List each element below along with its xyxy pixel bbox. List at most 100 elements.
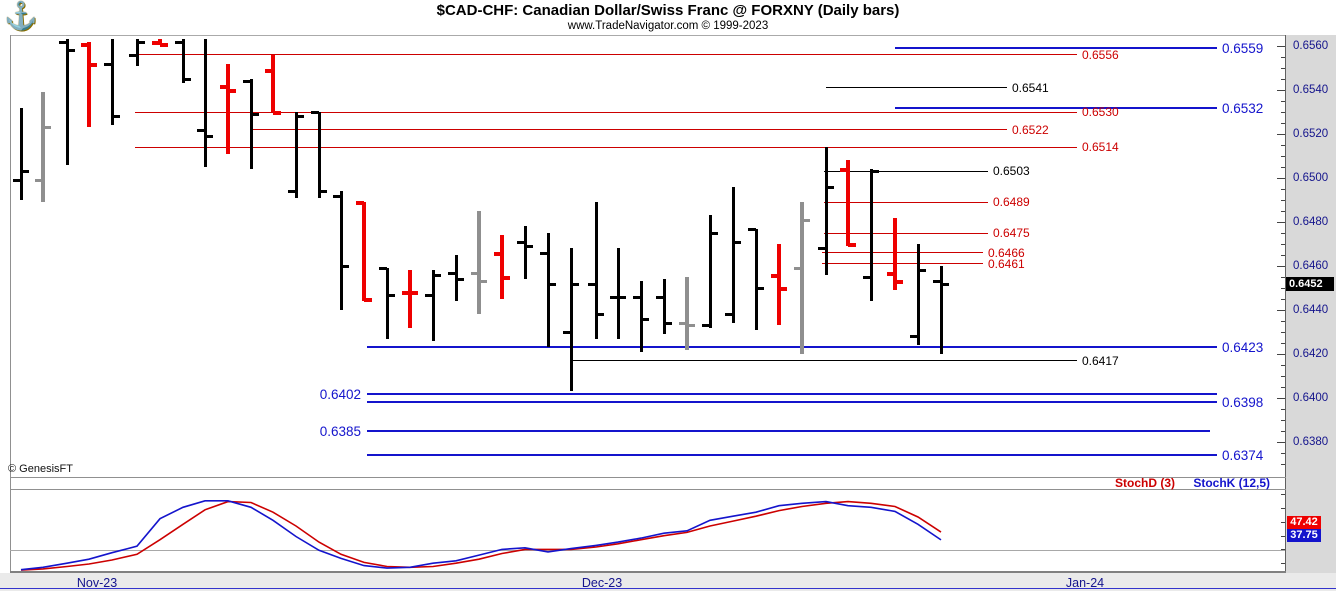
price-line <box>135 54 1077 56</box>
ohlc-open-tick <box>494 251 502 256</box>
date-axis-label: Nov-23 <box>76 576 118 590</box>
price-axis-tick <box>1281 420 1285 421</box>
stochk-legend-label[interactable]: StochK (12,5) <box>1193 476 1270 490</box>
ohlc-close-tick <box>205 135 213 139</box>
ohlc-bar[interactable] <box>66 39 69 165</box>
ohlc-bar[interactable] <box>362 202 366 302</box>
ohlc-bar[interactable] <box>41 92 45 203</box>
ohlc-bar[interactable] <box>685 277 689 350</box>
ohlc-bar[interactable] <box>158 39 162 44</box>
ohlc-bar[interactable] <box>295 112 298 198</box>
ohlc-bar[interactable] <box>408 270 412 328</box>
price-axis-label: 0.6380 <box>1293 435 1329 448</box>
ohlc-bar[interactable] <box>640 281 643 352</box>
price-axis-tick <box>1281 189 1285 190</box>
price-line-label: 0.6475 <box>993 226 1030 240</box>
price-line-label: 0.6503 <box>993 164 1030 179</box>
ohlc-close-tick <box>664 322 672 326</box>
ohlc-bar[interactable] <box>477 211 481 315</box>
price-axis-tick <box>1277 46 1285 47</box>
ohlc-open-tick <box>818 247 826 251</box>
ohlc-bar[interactable] <box>271 54 275 112</box>
date-axis-label: Dec-23 <box>581 576 623 590</box>
ohlc-bar[interactable] <box>663 279 666 335</box>
price-axis-column[interactable] <box>1286 35 1336 573</box>
ohlc-bar[interactable] <box>570 248 573 392</box>
ohlc-bar[interactable] <box>940 266 943 354</box>
ohlc-open-tick <box>220 84 228 89</box>
price-axis-tick <box>1281 145 1285 146</box>
ohlc-bar[interactable] <box>709 215 712 328</box>
stochk-value-badge: 37.75 <box>1287 529 1321 542</box>
ohlc-close-tick <box>183 78 191 81</box>
ohlc-close-tick <box>756 287 764 290</box>
ohlc-bar[interactable] <box>846 160 850 247</box>
last-price-badge: 0.6452 <box>1286 276 1334 291</box>
ohlc-bar[interactable] <box>20 107 23 200</box>
ohlc-bar[interactable] <box>250 79 253 170</box>
ohlc-bar[interactable] <box>182 39 185 84</box>
ohlc-close-tick <box>571 282 579 286</box>
ohlc-bar[interactable] <box>318 112 321 198</box>
genesisft-watermark: © GenesisFT <box>8 463 73 475</box>
price-line-label: 0.6417 <box>1082 353 1119 368</box>
ohlc-open-tick <box>448 271 456 275</box>
ohlc-open-tick <box>152 40 160 45</box>
ohlc-close-tick <box>456 278 464 282</box>
ohlc-open-tick <box>771 273 779 278</box>
ohlc-bar[interactable] <box>825 147 828 275</box>
ohlc-bar[interactable] <box>500 235 504 299</box>
ohlc-open-tick <box>679 322 687 326</box>
ohlc-close-tick <box>710 232 718 235</box>
ohlc-open-tick <box>81 42 89 47</box>
price-axis-label: 0.6440 <box>1293 303 1329 316</box>
plot-left-border <box>10 35 11 573</box>
ohlc-open-tick <box>563 331 571 334</box>
ohlc-bar[interactable] <box>386 268 389 339</box>
ohlc-bar[interactable] <box>226 63 230 154</box>
ohlc-bar[interactable] <box>595 202 598 339</box>
ohlc-bar[interactable] <box>755 228 758 330</box>
ohlc-bar[interactable] <box>732 186 735 324</box>
ohlc-bar[interactable] <box>455 255 458 302</box>
price-axis-tick <box>1281 431 1285 432</box>
price-line <box>895 47 1217 50</box>
ohlc-bar[interactable] <box>893 217 897 291</box>
ohlc-close-tick <box>364 298 372 302</box>
price-line <box>367 401 1217 404</box>
ohlc-close-tick <box>21 170 29 174</box>
ohlc-open-tick <box>311 111 319 114</box>
price-line-label: 0.6489 <box>993 195 1030 210</box>
price-line-label: 0.6532 <box>1222 100 1264 116</box>
ohlc-bar[interactable] <box>617 248 620 339</box>
ohlc-bar[interactable] <box>111 39 114 126</box>
ohlc-bar[interactable] <box>432 270 435 341</box>
ohlc-open-tick <box>517 240 525 244</box>
price-line-label: 0.6556 <box>1082 47 1119 62</box>
ohlc-bar[interactable] <box>547 233 550 348</box>
ohlc-bar[interactable] <box>917 244 920 346</box>
ohlc-close-tick <box>296 115 304 119</box>
ohlc-bar[interactable] <box>777 244 781 326</box>
ohlc-open-tick <box>933 280 941 284</box>
stochd-legend-label[interactable]: StochD (3) <box>1115 476 1175 490</box>
price-axis-tick <box>1281 255 1285 256</box>
ohlc-bar[interactable] <box>87 41 91 128</box>
ohlc-bar[interactable] <box>204 39 207 167</box>
ohlc-close-tick <box>273 111 281 115</box>
price-axis-tick <box>1277 354 1285 355</box>
ohlc-bar[interactable] <box>524 226 527 280</box>
price-axis-label: 0.6520 <box>1293 127 1329 140</box>
price-line <box>135 111 1077 113</box>
ohlc-bar[interactable] <box>340 191 343 310</box>
price-axis-tick <box>1277 134 1285 135</box>
stoch-axis-tick <box>1281 522 1285 523</box>
ohlc-close-tick <box>228 89 236 93</box>
ohlc-bar[interactable] <box>136 39 139 66</box>
price-line <box>367 430 1210 432</box>
ohlc-bar[interactable] <box>870 169 873 302</box>
stoch-level-line <box>10 550 1285 552</box>
ohlc-bar[interactable] <box>800 202 804 354</box>
price-axis-tick <box>1277 442 1285 443</box>
date-axis-strip[interactable] <box>0 573 1336 591</box>
